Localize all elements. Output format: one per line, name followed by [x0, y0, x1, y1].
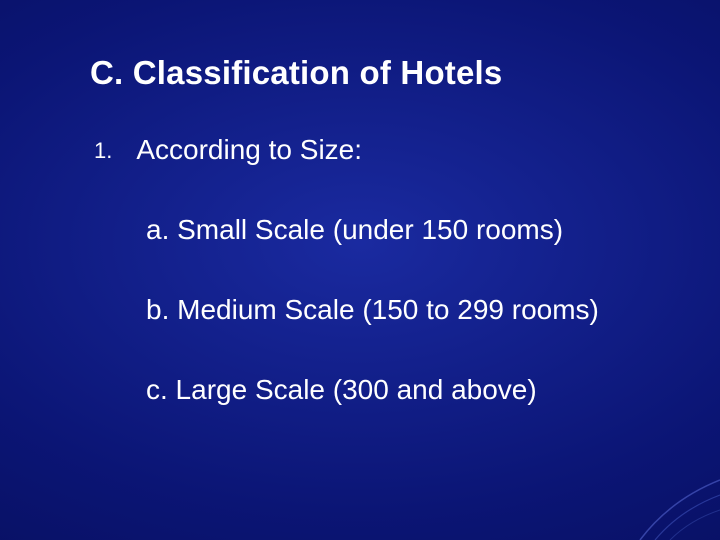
subitem-a: a. Small Scale (under 150 rooms)	[146, 214, 630, 246]
list-number: 1.	[94, 134, 112, 164]
subitem-b: b. Medium Scale (150 to 299 rooms)	[146, 294, 630, 326]
list-heading: According to Size:	[136, 134, 362, 166]
list-item-1: 1. According to Size:	[90, 134, 630, 166]
slide-title: C. Classification of Hotels	[90, 54, 630, 92]
slide-container: C. Classification of Hotels 1. According…	[0, 0, 720, 540]
subitem-c: c. Large Scale (300 and above)	[146, 374, 630, 406]
